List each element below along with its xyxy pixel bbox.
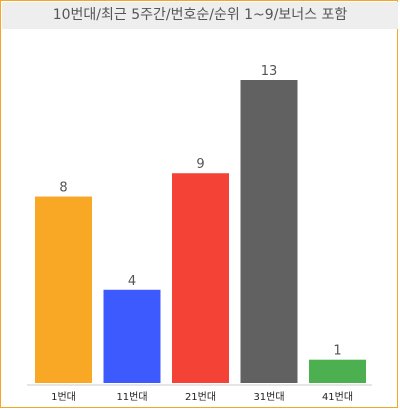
x-tick-label: 31번대 bbox=[253, 391, 284, 403]
x-tick-label: 1번대 bbox=[51, 391, 76, 403]
bar-value-label: 9 bbox=[196, 157, 204, 172]
bar-2 bbox=[103, 289, 161, 383]
bar-value-label: 4 bbox=[128, 274, 136, 289]
bar-5 bbox=[309, 359, 366, 383]
bar-3 bbox=[172, 173, 229, 383]
bar-4 bbox=[240, 80, 298, 383]
x-tick-label: 21번대 bbox=[185, 391, 216, 403]
x-tick-label: 11번대 bbox=[116, 391, 147, 403]
chart-title: 10번대/최근 5주간/번호순/순위 1~9/보너스 포함 bbox=[2, 2, 398, 29]
bar-1 bbox=[35, 196, 92, 383]
bar-value-label: 1 bbox=[333, 344, 341, 359]
x-tick-label: 41번대 bbox=[322, 391, 353, 403]
bar-value-label: 13 bbox=[261, 64, 278, 79]
bar-value-label: 8 bbox=[59, 181, 67, 196]
